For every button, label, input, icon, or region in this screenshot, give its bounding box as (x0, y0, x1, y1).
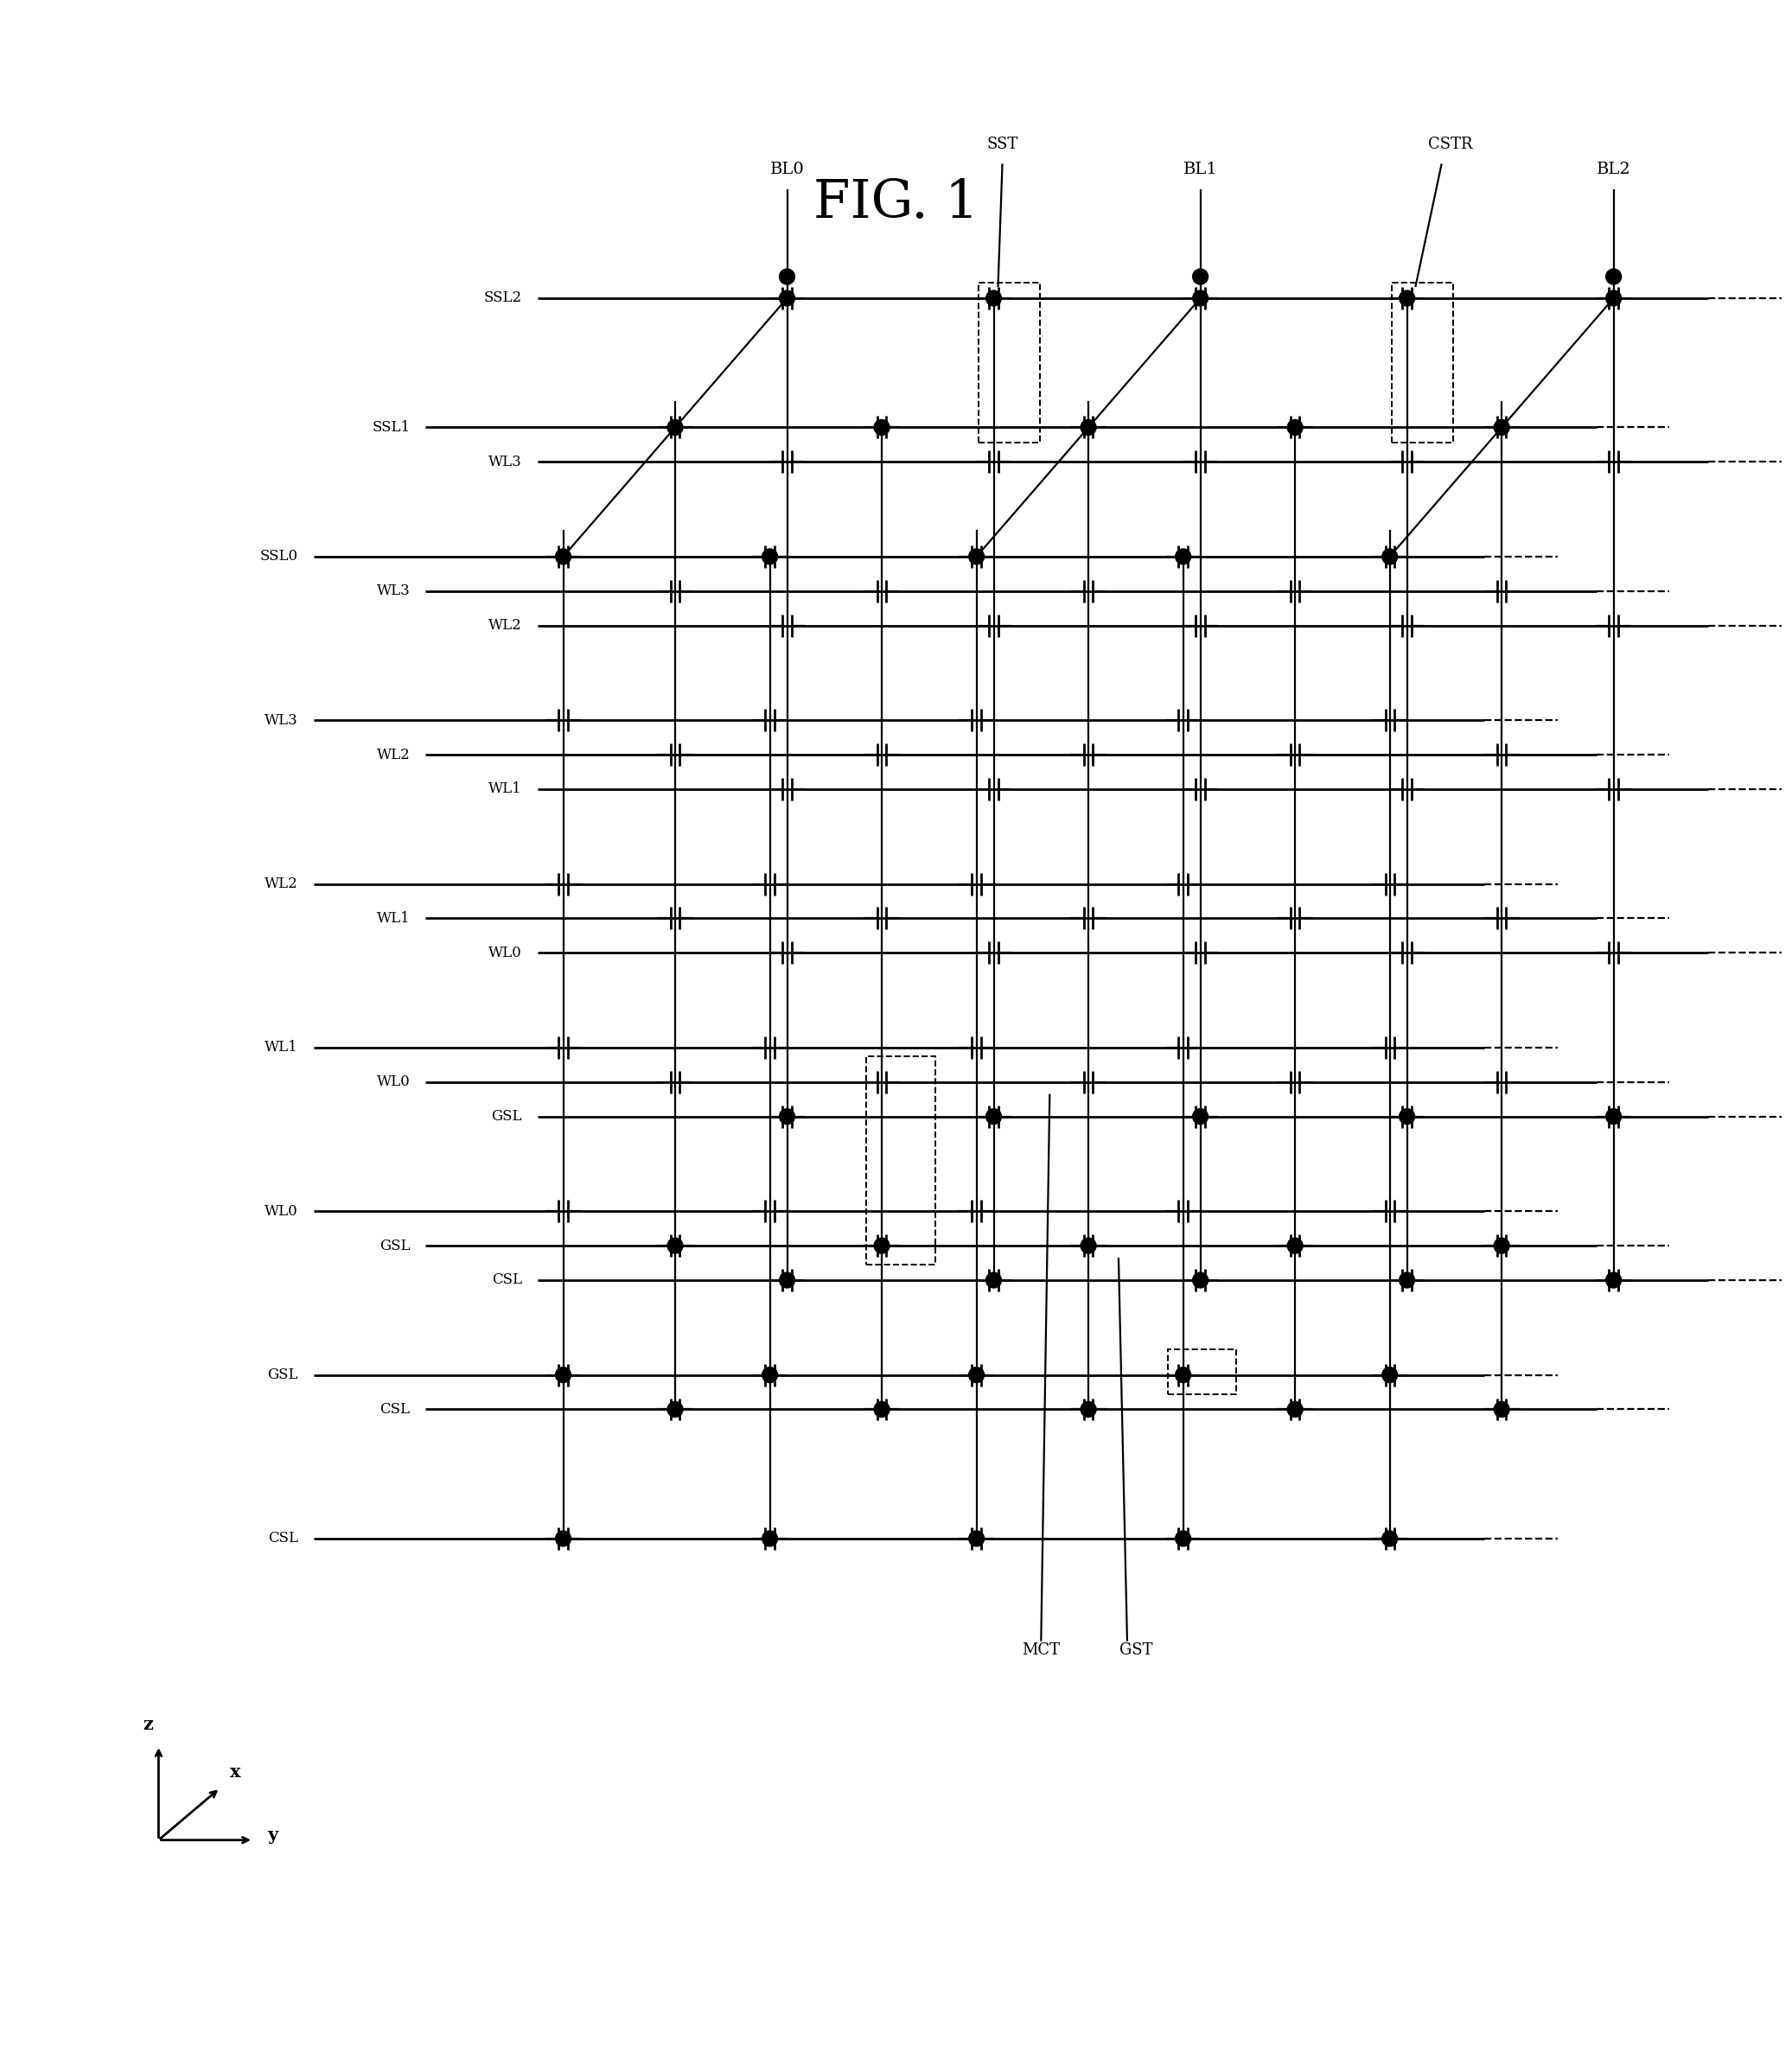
Text: WL2: WL2 (489, 618, 521, 632)
Text: GST: GST (1120, 1641, 1152, 1657)
Circle shape (1176, 1530, 1192, 1546)
Circle shape (1606, 1108, 1622, 1124)
Text: WL3: WL3 (265, 712, 297, 727)
Text: SSL0: SSL0 (260, 550, 297, 564)
Circle shape (780, 270, 796, 284)
Circle shape (556, 550, 572, 564)
Circle shape (556, 1367, 572, 1384)
Text: GSL: GSL (380, 1237, 410, 1254)
Text: CSL: CSL (380, 1402, 410, 1417)
Text: WL2: WL2 (376, 747, 410, 762)
Text: CSL: CSL (491, 1272, 521, 1287)
Circle shape (1287, 1237, 1303, 1254)
Circle shape (986, 1108, 1002, 1124)
Text: GSL: GSL (491, 1110, 521, 1124)
Circle shape (667, 1237, 683, 1254)
Text: WL2: WL2 (265, 877, 297, 892)
Text: WL0: WL0 (489, 945, 521, 959)
Text: WL1: WL1 (489, 782, 521, 797)
Circle shape (780, 1272, 796, 1289)
Circle shape (1193, 1272, 1208, 1289)
Circle shape (762, 1530, 778, 1546)
Circle shape (1495, 420, 1509, 434)
Text: z: z (143, 1715, 154, 1734)
Circle shape (969, 550, 984, 564)
Bar (866, 1056, 935, 1264)
Circle shape (874, 1237, 889, 1254)
Circle shape (874, 420, 889, 434)
Circle shape (969, 1530, 984, 1546)
Circle shape (667, 1402, 683, 1417)
Circle shape (762, 550, 778, 564)
Circle shape (1176, 550, 1192, 564)
Text: BL1: BL1 (1183, 163, 1217, 177)
Text: WL1: WL1 (376, 910, 410, 927)
Circle shape (1081, 1237, 1097, 1254)
Text: CSL: CSL (267, 1532, 297, 1546)
Text: SSL1: SSL1 (371, 420, 410, 434)
Circle shape (986, 1272, 1002, 1289)
Circle shape (1287, 420, 1303, 434)
Text: WL0: WL0 (265, 1205, 297, 1219)
Circle shape (986, 290, 1002, 307)
Circle shape (1606, 1272, 1622, 1289)
Text: FIG. 1: FIG. 1 (814, 177, 978, 229)
Bar (1392, 282, 1453, 443)
Circle shape (969, 1367, 984, 1384)
Text: SSL2: SSL2 (484, 290, 521, 305)
Text: WL1: WL1 (265, 1040, 297, 1054)
Circle shape (1287, 1402, 1303, 1417)
Text: CSTR: CSTR (1428, 136, 1473, 152)
Circle shape (1495, 1237, 1509, 1254)
Text: WL3: WL3 (489, 455, 521, 469)
Circle shape (1382, 1530, 1398, 1546)
Circle shape (1400, 1272, 1414, 1289)
Circle shape (1193, 270, 1208, 284)
Circle shape (556, 1530, 572, 1546)
Text: SST: SST (987, 136, 1018, 152)
Circle shape (1400, 1108, 1414, 1124)
Text: GSL: GSL (267, 1367, 297, 1382)
Text: BL0: BL0 (771, 163, 805, 177)
Circle shape (1081, 1402, 1097, 1417)
Bar (978, 282, 1039, 443)
Text: WL3: WL3 (376, 583, 410, 599)
Circle shape (874, 1402, 889, 1417)
Circle shape (1382, 1367, 1398, 1384)
Circle shape (1176, 1367, 1192, 1384)
Text: BL2: BL2 (1597, 163, 1631, 177)
Circle shape (1193, 1108, 1208, 1124)
Circle shape (1382, 550, 1398, 564)
Circle shape (1495, 1402, 1509, 1417)
Circle shape (667, 420, 683, 434)
Circle shape (762, 1367, 778, 1384)
Circle shape (1606, 290, 1622, 307)
Circle shape (1193, 290, 1208, 307)
Circle shape (1606, 270, 1622, 284)
Text: y: y (267, 1826, 278, 1843)
Circle shape (1081, 420, 1097, 434)
Text: WL0: WL0 (376, 1075, 410, 1089)
Bar (1168, 1349, 1236, 1394)
Text: x: x (229, 1765, 242, 1781)
Circle shape (1400, 290, 1414, 307)
Text: MCT: MCT (1021, 1641, 1061, 1657)
Circle shape (780, 290, 796, 307)
Circle shape (780, 1108, 796, 1124)
